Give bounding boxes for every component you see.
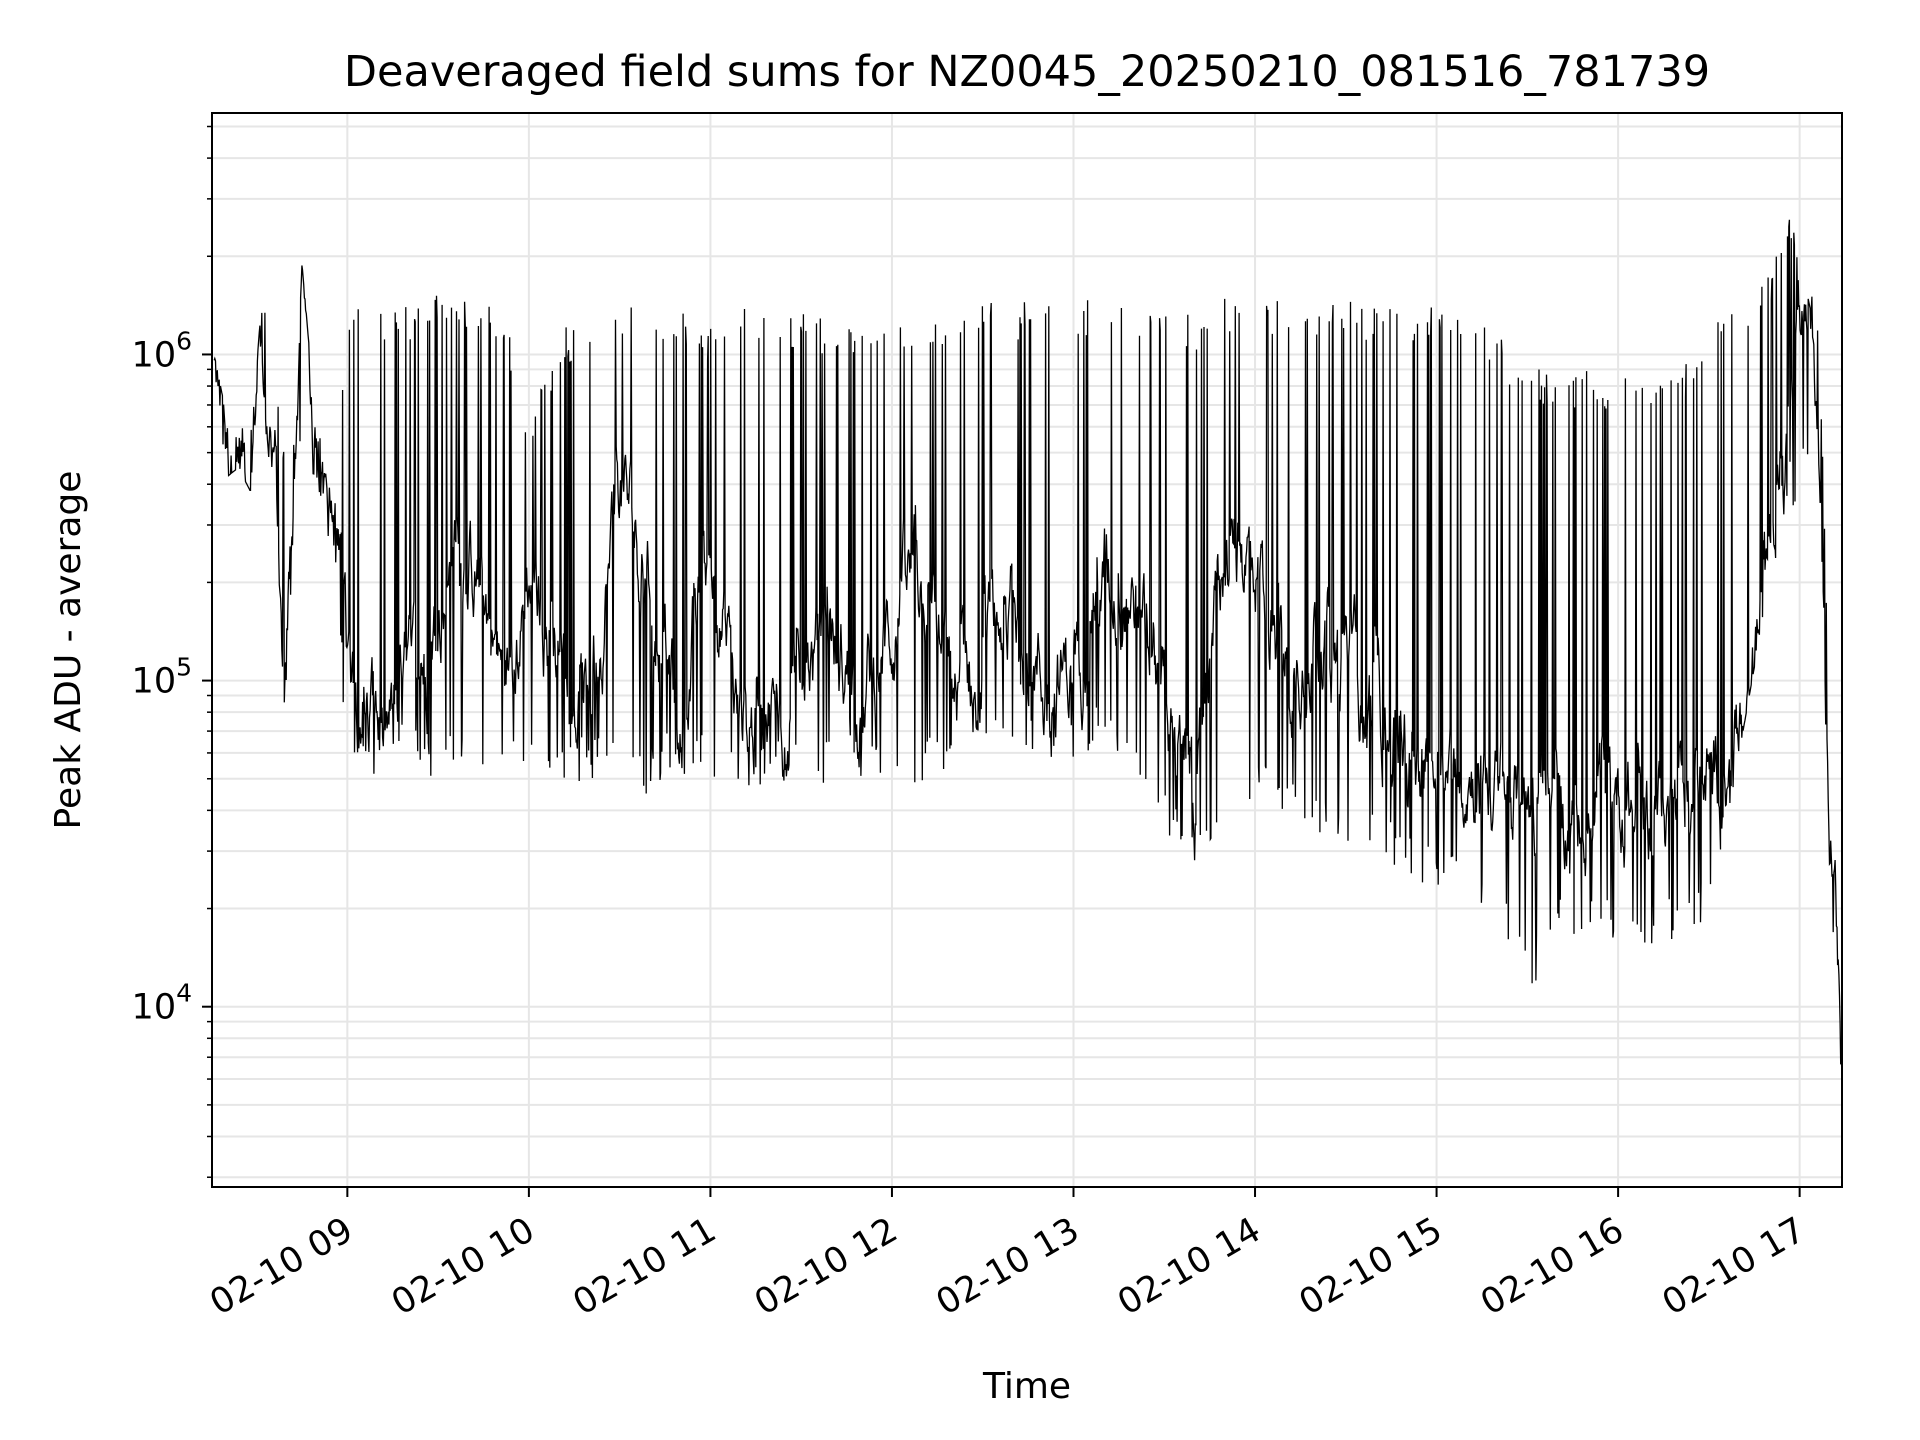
y-axis-label: Peak ADU - average (48, 471, 89, 830)
series-line (213, 219, 1843, 1080)
x-axis-label: Time (982, 1366, 1071, 1407)
y-tick-label: 104 (132, 979, 192, 1028)
chart-title: Deaveraged field sums for NZ0045_2025021… (344, 47, 1710, 97)
data-layer (213, 219, 1843, 1080)
plot-frame (211, 112, 1843, 1188)
y-tick-label: 105 (132, 653, 192, 702)
y-tick-label: 106 (132, 326, 192, 375)
